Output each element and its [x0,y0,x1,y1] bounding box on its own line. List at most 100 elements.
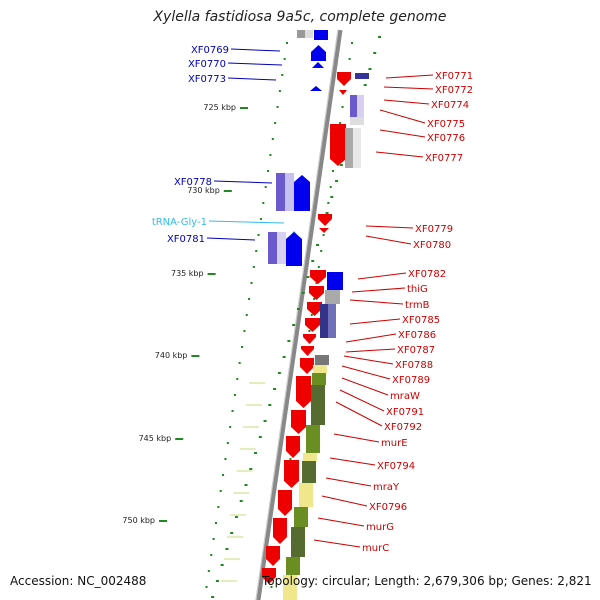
tick-dot [378,36,381,38]
forward-cds [355,73,369,79]
accession-text: Accession: NC_002488 [10,574,147,588]
tick-dot [219,490,222,492]
tick-dot [273,388,277,390]
similarity-block [277,232,286,264]
leader-line [227,77,277,81]
forward-arrow [310,86,322,91]
tick-dot [254,452,258,454]
tick-dot [224,458,227,460]
leader-line [339,389,385,412]
tick-dot [330,196,334,198]
leader-line [357,272,407,280]
leader-line [379,129,426,138]
reverse-arrow [337,72,351,86]
similarity-block [320,304,328,338]
feature-label-right: XF0780 [413,240,451,251]
feature-label-right: XF0775 [427,119,465,130]
scale-label: 730 kbp [187,186,220,195]
tick-dot [335,180,339,182]
reverse-arrow [291,410,306,434]
similarity-block [345,128,353,168]
tick-dot [339,164,343,166]
tick-dot [250,282,253,284]
feature-label-right: XF0792 [384,422,422,433]
reverse-arrow [266,546,280,566]
forward-features [268,30,328,266]
tick-dot [234,516,238,518]
reverse-arrow [286,436,300,458]
tick-dot [277,372,281,374]
tick-dot [278,90,281,92]
scale-label: 750 kbp [122,516,155,525]
feature-label-right: XF0788 [395,360,433,371]
tick-dot [287,340,291,342]
gc-track-block [299,483,313,507]
feature-label-left: XF0778 [174,177,212,188]
leader-line [333,433,380,443]
tick-dot [239,500,243,502]
leader-line [383,86,434,90]
similarity-block [350,95,357,117]
tick-dot [255,250,258,252]
reverse-arrow [296,376,311,408]
feature-label-right: XF0771 [435,71,473,82]
forward-cds [327,272,343,290]
feature-label-right: mraW [390,391,420,402]
forward-cds [314,30,328,40]
feature-label-right: XF0794 [377,461,415,472]
tick-dot [301,292,305,294]
tick-dot [257,234,260,236]
tick-dot [283,58,286,60]
tick-dot [268,404,272,406]
reverse-arrow [262,568,276,584]
scale-tick [191,355,200,357]
tick-dot [313,298,316,300]
tick-dot [332,170,335,172]
scale-label: 735 kbp [171,269,204,278]
tick-dot [327,202,330,204]
leader-line [341,377,389,396]
tick-dot [322,234,325,236]
leader-line [325,477,372,487]
scale-label: 740 kbp [155,351,188,360]
feature-label-left: tRNA-Gly-1 [152,217,207,228]
tick-dot [241,346,244,348]
reverse-arrow [307,302,322,316]
topology-text: Topology: circular; Length: 2,679,306 bp… [262,574,592,588]
reverse-arrow [339,90,347,95]
tick-dot [270,586,273,588]
gc-track-block [283,575,297,600]
feature-label-right: XF0782 [408,269,446,280]
gc-track-block [294,507,308,527]
tick-dot [276,106,279,108]
feature-label-right: XF0796 [369,502,407,513]
tick-dot [262,202,265,204]
tick-dot [368,68,372,70]
leader-line [379,109,426,124]
tick-dot [316,244,320,246]
leader-line [230,48,281,52]
similarity-block [350,117,364,125]
feature-label-right: trmB [405,300,430,311]
tick-dot [238,362,241,364]
reverse-arrow [305,318,320,332]
reverse-arrow [330,124,346,166]
reverse-arrow [319,228,329,233]
tick-dot [259,218,262,220]
leader-line [313,539,361,548]
leader-line [208,220,285,224]
tick-dot [233,394,236,396]
feature-label-right: XF0779 [415,224,453,235]
left-feature-labels: XF0769 XF0770 XF0773 XF0778 tRNA-Gly-1 XF0781 [152,45,285,245]
leader-line [321,495,368,507]
reverse-arrow [303,334,316,344]
tick-dot [363,84,367,86]
similarity-block [325,290,340,304]
tick-dot [214,522,217,524]
gc-track-block [306,425,320,453]
feature-label-right: XF0772 [435,85,473,96]
similarity-block [305,30,313,38]
leader-line [349,299,404,305]
tick-dot [320,250,323,252]
